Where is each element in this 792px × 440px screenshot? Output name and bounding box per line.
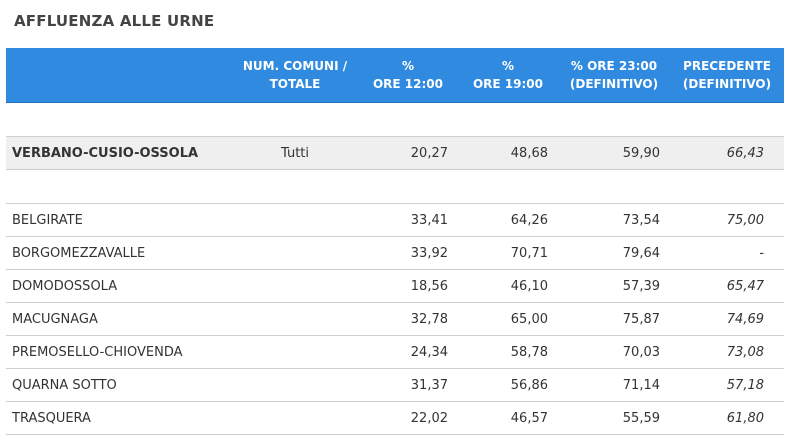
header-precedente: PRECEDENTE (DEFINITIVO) [682, 59, 772, 91]
row-precedente: 75,00 [726, 212, 764, 228]
row-precedente: - [759, 245, 764, 261]
row-name: MACUGNAGA [12, 311, 98, 327]
row-ore19: 58,78 [510, 344, 548, 360]
row-ore19: 56,86 [510, 377, 548, 393]
row-name: DOMODOSSOLA [12, 278, 118, 294]
municipality-rows: BELGIRATE 33,41 64,26 73,54 75,00 BORGOM… [6, 203, 784, 435]
total-comuni: Tutti [280, 145, 309, 161]
row-ore12: 33,92 [410, 245, 448, 261]
row-ore12: 31,37 [410, 377, 448, 393]
row-ore23: 57,39 [622, 278, 660, 294]
row-ore19: 65,00 [510, 311, 548, 327]
row-ore23: 75,87 [622, 311, 660, 327]
page-title: AFFLUENZA ALLE URNE [14, 12, 215, 30]
row-name: QUARNA SOTTO [12, 377, 117, 393]
header-ore12: % ORE 12:00 [372, 59, 443, 91]
row-ore19: 46,57 [510, 410, 548, 426]
header-ore19: % ORE 19:00 [472, 59, 543, 91]
total-ore12: 20,27 [410, 145, 448, 161]
row-ore23: 55,59 [622, 410, 660, 426]
row-precedente: 65,47 [726, 278, 764, 294]
row-precedente: 61,80 [726, 410, 764, 426]
total-name: VERBANO-CUSIO-OSSOLA [12, 145, 199, 161]
table-row: PREMOSELLO-CHIOVENDA 24,34 58,78 70,03 7… [6, 335, 784, 368]
row-ore12: 33,41 [410, 212, 448, 228]
row-precedente: 74,69 [726, 311, 764, 327]
turnout-table: NUM. COMUNI / TOTALE % ORE 12:00 % ORE 1… [6, 48, 784, 435]
row-precedente: 57,18 [726, 377, 764, 393]
total-row: VERBANO-CUSIO-OSSOLA Tutti 20,27 48,68 5… [6, 136, 784, 170]
row-ore12: 24,34 [410, 344, 448, 360]
table-row: QUARNA SOTTO 31,37 56,86 71,14 57,18 [6, 368, 784, 401]
spacer [6, 103, 784, 136]
table-header: NUM. COMUNI / TOTALE % ORE 12:00 % ORE 1… [6, 48, 784, 103]
row-ore19: 70,71 [510, 245, 548, 261]
table-row: BELGIRATE 33,41 64,26 73,54 75,00 [6, 203, 784, 236]
row-name: TRASQUERA [12, 410, 91, 426]
row-ore12: 32,78 [410, 311, 448, 327]
row-ore12: 18,56 [410, 278, 448, 294]
row-ore12: 22,02 [410, 410, 448, 426]
row-ore23: 73,54 [622, 212, 660, 228]
row-precedente: 73,08 [726, 344, 764, 360]
row-name: BORGOMEZZAVALLE [12, 245, 146, 261]
row-ore23: 79,64 [622, 245, 660, 261]
table-row: TRASQUERA 22,02 46,57 55,59 61,80 [6, 401, 784, 435]
table-row: DOMODOSSOLA 18,56 46,10 57,39 65,47 [6, 269, 784, 302]
row-ore23: 70,03 [622, 344, 660, 360]
total-ore23: 59,90 [622, 145, 660, 161]
header-ore23: % ORE 23:00 (DEFINITIVO) [569, 59, 659, 91]
row-ore23: 71,14 [622, 377, 660, 393]
row-name: BELGIRATE [12, 212, 83, 228]
row-ore19: 46,10 [510, 278, 548, 294]
table-row: BORGOMEZZAVALLE 33,92 70,71 79,64 - [6, 236, 784, 269]
row-name: PREMOSELLO-CHIOVENDA [12, 344, 183, 360]
row-ore19: 64,26 [510, 212, 548, 228]
spacer [6, 170, 784, 203]
total-ore19: 48,68 [510, 145, 548, 161]
table-row: MACUGNAGA 32,78 65,00 75,87 74,69 [6, 302, 784, 335]
header-comuni: NUM. COMUNI / TOTALE [242, 59, 348, 91]
total-precedente: 66,43 [726, 145, 764, 161]
